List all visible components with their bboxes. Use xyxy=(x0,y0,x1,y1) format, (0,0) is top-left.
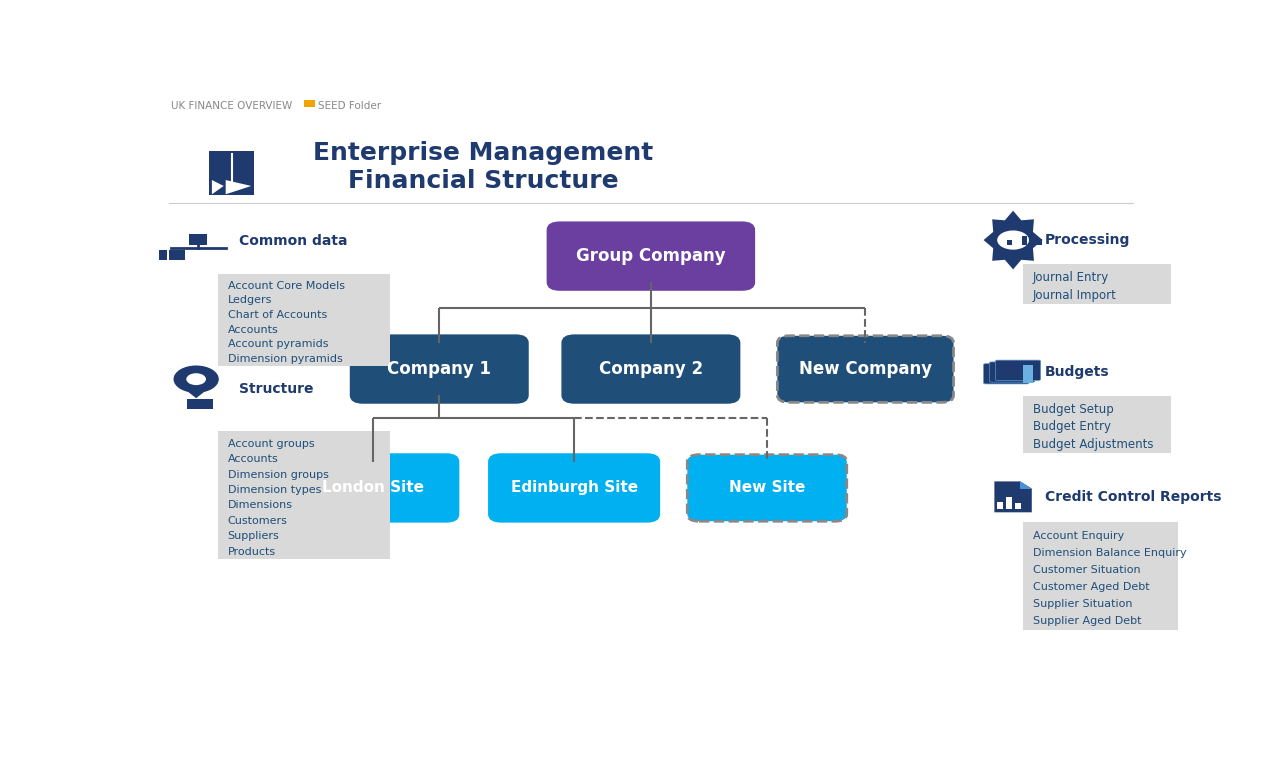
Text: Budget Adjustments: Budget Adjustments xyxy=(1033,438,1153,451)
Bar xyxy=(131,249,147,260)
FancyBboxPatch shape xyxy=(352,336,527,402)
FancyBboxPatch shape xyxy=(996,360,1040,381)
Text: Common data: Common data xyxy=(240,234,348,249)
Text: Enterprise Management
Financial Structure: Enterprise Management Financial Structur… xyxy=(314,141,654,193)
Text: Edinburgh Site: Edinburgh Site xyxy=(511,480,638,496)
Bar xyxy=(189,234,207,245)
FancyBboxPatch shape xyxy=(777,336,954,402)
Text: Processing: Processing xyxy=(1044,233,1130,247)
Circle shape xyxy=(174,365,218,393)
Text: Journal Import: Journal Import xyxy=(1033,289,1116,302)
Text: Company 2: Company 2 xyxy=(599,360,702,378)
Text: Supplier Situation: Supplier Situation xyxy=(1033,599,1133,609)
FancyBboxPatch shape xyxy=(1022,264,1171,304)
Bar xyxy=(1022,236,1027,245)
Polygon shape xyxy=(983,211,1043,269)
Text: Accounts: Accounts xyxy=(227,454,278,464)
Text: Dimension types: Dimension types xyxy=(227,485,321,495)
Text: Journal Entry: Journal Entry xyxy=(1033,272,1109,284)
Text: Suppliers: Suppliers xyxy=(227,531,279,541)
FancyBboxPatch shape xyxy=(288,455,458,521)
Text: Account Enquiry: Account Enquiry xyxy=(1033,530,1124,540)
Bar xyxy=(169,249,185,260)
Text: London Site: London Site xyxy=(323,480,424,496)
Text: SEED Folder: SEED Folder xyxy=(319,101,381,111)
Text: Budget Entry: Budget Entry xyxy=(1033,421,1111,433)
Polygon shape xyxy=(212,180,224,195)
Text: Ledgers: Ledgers xyxy=(227,295,272,305)
Text: Customer Aged Debt: Customer Aged Debt xyxy=(1033,582,1149,592)
Bar xyxy=(1007,240,1012,245)
Circle shape xyxy=(997,231,1029,249)
Polygon shape xyxy=(226,180,251,195)
Text: Dimension Balance Enquiry: Dimension Balance Enquiry xyxy=(1033,548,1186,557)
Text: Account Core Models: Account Core Models xyxy=(227,281,344,290)
Text: UK FINANCE OVERVIEW: UK FINANCE OVERVIEW xyxy=(170,101,292,111)
Text: Company 1: Company 1 xyxy=(387,360,491,378)
FancyBboxPatch shape xyxy=(563,336,739,402)
Text: New Site: New Site xyxy=(729,480,805,496)
FancyBboxPatch shape xyxy=(983,364,1029,384)
Bar xyxy=(1036,239,1041,245)
Bar xyxy=(1006,497,1012,509)
Text: Products: Products xyxy=(227,547,276,557)
Polygon shape xyxy=(1020,482,1031,489)
Bar xyxy=(187,399,213,409)
Text: Dimension groups: Dimension groups xyxy=(227,469,329,479)
Bar xyxy=(150,249,166,260)
Circle shape xyxy=(187,373,206,385)
FancyBboxPatch shape xyxy=(218,432,390,559)
Text: New Company: New Company xyxy=(799,360,932,378)
Polygon shape xyxy=(994,482,1031,513)
Text: Account groups: Account groups xyxy=(227,438,314,449)
Text: Credit Control Reports: Credit Control Reports xyxy=(1044,490,1220,504)
Bar xyxy=(1015,503,1021,509)
Text: Chart of Accounts: Chart of Accounts xyxy=(227,310,326,320)
Text: Budgets: Budgets xyxy=(1044,365,1109,379)
FancyBboxPatch shape xyxy=(218,274,390,366)
Text: Group Company: Group Company xyxy=(577,247,725,265)
Polygon shape xyxy=(183,388,210,398)
FancyBboxPatch shape xyxy=(1022,396,1171,453)
Bar xyxy=(305,100,315,107)
Text: Supplier Aged Debt: Supplier Aged Debt xyxy=(1033,616,1142,626)
Bar xyxy=(1022,365,1033,383)
Text: Accounts: Accounts xyxy=(227,324,278,334)
FancyBboxPatch shape xyxy=(489,455,659,521)
Bar xyxy=(997,502,1003,509)
Text: Customer Situation: Customer Situation xyxy=(1033,565,1140,575)
Text: Dimension pyramids: Dimension pyramids xyxy=(227,354,343,364)
FancyBboxPatch shape xyxy=(687,455,847,521)
Text: Customers: Customers xyxy=(227,516,287,526)
Text: Account pyramids: Account pyramids xyxy=(227,339,328,349)
FancyBboxPatch shape xyxy=(989,362,1035,382)
FancyBboxPatch shape xyxy=(549,223,753,290)
Text: Dimensions: Dimensions xyxy=(227,500,292,510)
Text: Budget Setup: Budget Setup xyxy=(1033,403,1114,416)
FancyBboxPatch shape xyxy=(1022,522,1179,630)
FancyBboxPatch shape xyxy=(210,151,254,195)
Text: Structure: Structure xyxy=(240,381,314,396)
